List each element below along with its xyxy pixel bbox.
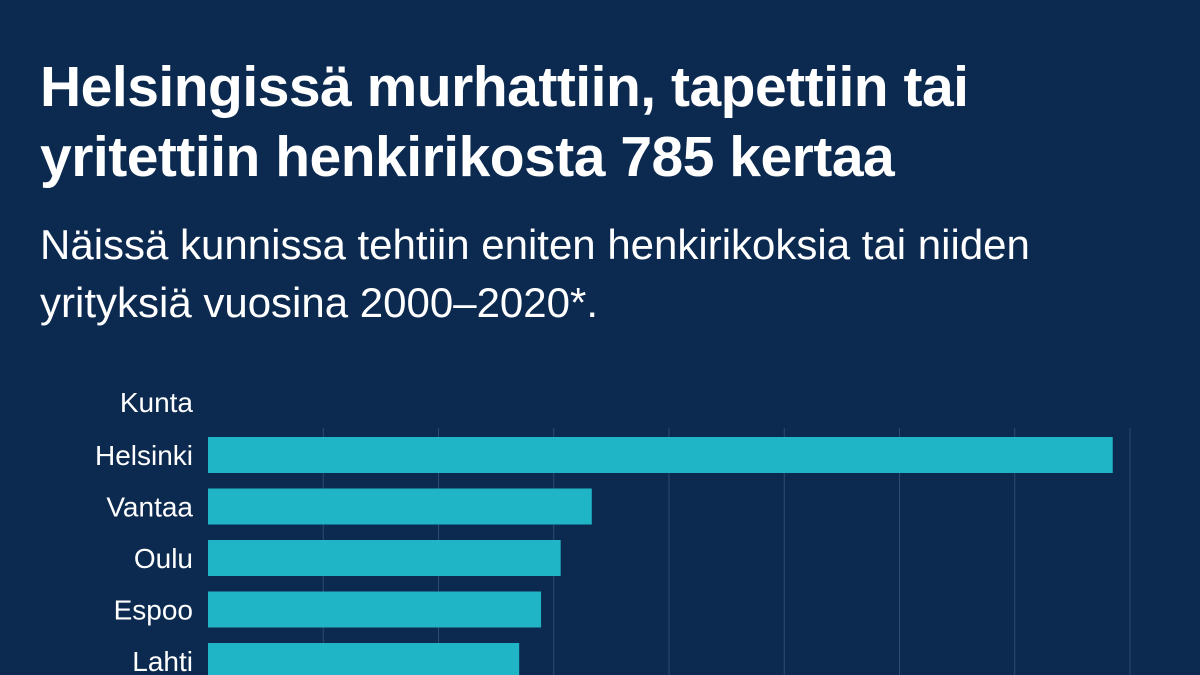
bar-lahti [208,643,520,675]
bar-espoo [208,591,542,628]
category-label-lahti: Lahti [132,646,193,675]
bars [208,437,1113,675]
category-label-espoo: Espoo [114,595,193,626]
category-label-vantaa: Vantaa [106,492,193,523]
chart-title: Helsingissä murhattiin, tapettiin tai yr… [40,55,969,189]
category-label-oulu: Oulu [134,543,193,574]
category-labels: Helsinki Vantaa Oulu Espoo Lahti [95,440,193,675]
chart-subtitle: Näissä kunnissa tehtiin eniten henkiriko… [40,221,1030,326]
bar-oulu [208,540,561,576]
category-axis-title: Kunta [120,387,194,418]
category-label-helsinki: Helsinki [95,440,193,471]
bar-helsinki [208,437,1113,473]
bar-vantaa [208,488,592,525]
